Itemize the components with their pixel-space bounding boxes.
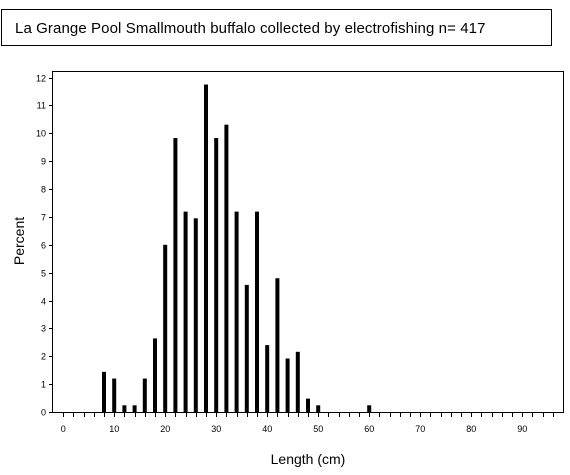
y-tick-label: 10	[36, 129, 46, 139]
x-tick-label: 70	[415, 424, 425, 434]
bar	[173, 138, 178, 412]
x-tick-label: 0	[61, 424, 66, 434]
y-tick-label: 0	[41, 408, 46, 418]
bar	[234, 211, 239, 412]
bar	[275, 278, 280, 412]
y-tick-label: 3	[41, 324, 46, 334]
y-tick-label: 12	[36, 74, 46, 84]
x-tick-label: 10	[109, 424, 119, 434]
bars-group	[102, 84, 372, 413]
bar	[193, 218, 198, 412]
y-tick-label: 8	[41, 185, 46, 195]
plot-area-frame	[52, 71, 564, 413]
bar	[122, 405, 127, 412]
x-tick-label: 80	[466, 424, 476, 434]
y-tick-label: 1	[41, 380, 46, 390]
chart-title: La Grange Pool Smallmouth buffalo collec…	[15, 20, 486, 37]
bar	[265, 345, 270, 412]
x-tick-label: 40	[262, 424, 272, 434]
x-axis-label: Length (cm)	[271, 451, 346, 467]
bar	[183, 211, 188, 412]
x-axis: 0 10 20 30 40 50 60 70 80 90	[61, 412, 554, 434]
y-tick-label: 5	[41, 269, 46, 279]
bar	[132, 405, 137, 412]
bar	[112, 378, 117, 412]
y-tick-label: 11	[37, 101, 46, 111]
bar	[255, 211, 259, 412]
bar	[163, 244, 168, 412]
x-tick-label: 30	[211, 424, 221, 434]
bar	[102, 371, 106, 412]
bar	[244, 284, 249, 412]
y-tick-label: 6	[41, 241, 46, 251]
bar	[295, 351, 300, 412]
bar	[306, 398, 310, 412]
bar	[316, 405, 321, 412]
bar	[367, 405, 372, 412]
x-tick-label: 90	[517, 424, 527, 434]
bar	[142, 378, 147, 412]
x-tick-label: 20	[160, 424, 170, 434]
x-tick-label: 50	[313, 424, 323, 434]
bar	[224, 124, 229, 413]
chart-title-box: La Grange Pool Smallmouth buffalo collec…	[1, 9, 552, 46]
y-axis-label: Percent	[11, 217, 27, 265]
bar	[153, 338, 157, 412]
y-tick-label: 4	[41, 297, 46, 307]
y-tick-label: 7	[41, 213, 46, 223]
bar	[204, 84, 208, 412]
bar	[214, 138, 219, 412]
y-tick-label: 9	[41, 157, 46, 167]
x-tick-label: 60	[364, 424, 374, 434]
y-tick-label: 2	[41, 352, 46, 362]
bar	[285, 358, 290, 412]
